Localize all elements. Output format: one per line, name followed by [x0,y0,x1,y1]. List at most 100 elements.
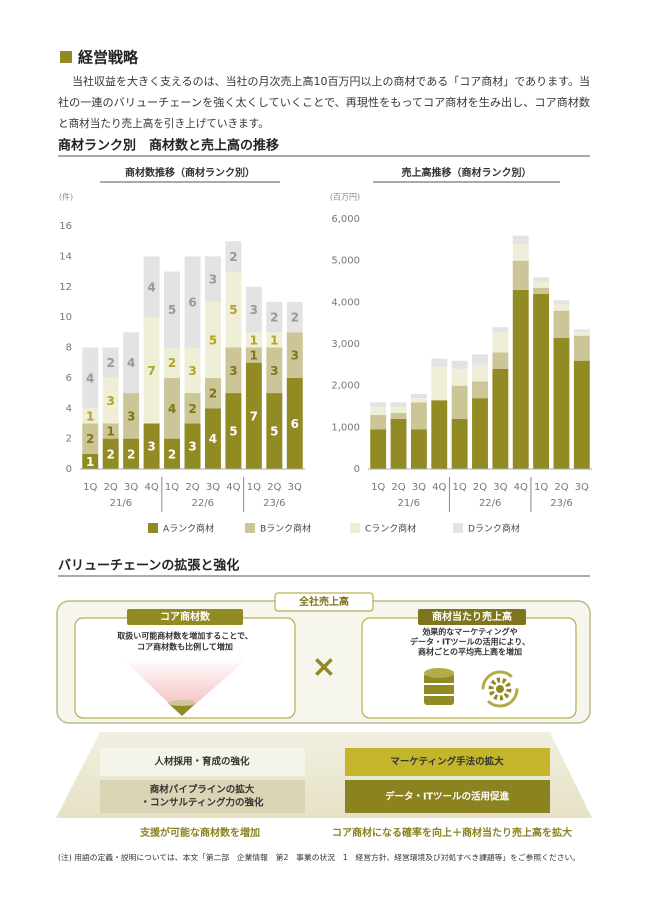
right-text: 効果的なマーケティングや [422,627,517,637]
bar-segment [286,377,303,469]
action-box [100,780,305,813]
action-box [345,748,550,776]
data-label: 6 [291,417,299,431]
section-title: 商材ランク別 商材数と売上高の推移 [58,138,279,154]
bar-segment [286,301,303,333]
bar-segment [533,294,550,469]
bar-segment [245,332,262,348]
bar-segment [143,256,160,318]
action-text: 商材パイプラインの拡大 [150,784,255,796]
x-tick-label: 4Q [144,482,158,493]
action-text: ・コンサルティング力の強化 [141,797,264,809]
bar-segment [266,301,283,333]
bar-segment [553,304,570,311]
x-tick-label: 3Q [124,482,138,493]
data-label: 5 [229,425,237,439]
data-label: 4 [147,280,155,294]
legend-label: Cランク商材 [365,523,416,535]
data-label: 5 [270,425,278,439]
bar-segment [553,310,570,338]
x-tick-label: 2Q [391,482,405,493]
gear-icon [481,670,519,708]
bar-segment [573,329,590,332]
data-label: 2 [209,387,217,401]
right-text: 商材ごとの平均売上高を増加 [418,647,522,657]
bar-segment [573,331,590,336]
data-label: 2 [127,447,135,461]
data-label: 3 [291,349,299,363]
y-tick-label: 0 [66,464,72,475]
y-tick-label: 16 [59,221,72,232]
bar-segment [431,366,448,401]
x-tick-label: 3Q [288,482,302,493]
data-label: 3 [188,440,196,454]
y-tick-label: 14 [59,251,72,262]
data-label: 5 [168,303,176,317]
data-label: 3 [209,273,217,287]
data-label: 1 [250,333,258,347]
funnel-tip [168,703,196,716]
action-text: マーケティング手法の拡大 [390,756,504,768]
data-label: 5 [229,303,237,317]
bar-segment [143,317,160,424]
total-tab [274,592,374,612]
bar-segment [225,347,242,394]
section-title: バリューチェーンの拡張と強化 [58,558,239,574]
bar-segment [410,429,427,469]
bar-segment [512,235,529,244]
bar-segment [451,369,468,386]
bar-segment [492,327,509,332]
left-text: コア商材数も比例して増加 [137,642,233,652]
bar-segment [164,347,181,378]
bar-segment [492,331,509,353]
bar-segment [472,381,488,399]
x-tick-label: 1Q [247,482,261,493]
x-group-label: 23/6 [550,498,572,509]
axis-unit: (件) [59,192,73,202]
bar-segment [164,271,181,348]
data-label: 7 [147,364,155,378]
legend-swatch [350,523,360,533]
bar-segment [410,398,427,403]
bar-segment [225,271,242,348]
data-label: 3 [229,364,237,378]
bar-segment [204,256,221,302]
bar-segment [82,423,99,454]
x-tick-label: 2Q [185,482,199,493]
y-tick-label: 3,000 [331,339,360,350]
data-label: 4 [168,402,176,416]
bar-segment [472,398,488,469]
x-tick-label: 3Q [575,482,589,493]
bar-segment [225,393,242,469]
legend-swatch [245,523,255,533]
bar-segment [82,347,99,409]
bar-segment [410,402,427,430]
bar-segment [553,300,570,305]
data-label: 4 [209,432,217,446]
y-tick-label: 4,000 [331,297,360,308]
data-label: 2 [107,447,115,461]
bar-segment [102,438,119,469]
bar-segment [431,400,448,469]
total-label: 全社売上高 [298,595,349,608]
bar-segment [370,402,387,407]
data-label: 3 [270,364,278,378]
data-label: 2 [107,356,115,370]
paragraph-line: と商材当たり売上高を引き上げていきます。 [58,117,269,130]
data-label: 4 [86,371,94,385]
bar-segment [245,286,262,333]
y-tick-label: 1,000 [331,422,360,433]
bar-segment [245,347,262,363]
bar-segment [451,385,468,419]
x-tick-label: 3Q [493,482,507,493]
bar-segment [492,352,509,369]
x-group-label: 22/6 [191,498,213,509]
data-label: 1 [250,349,258,363]
right-label: 商材当たり売上高 [432,610,512,623]
paragraph-line: 当社収益を大きく支えるのは、当社の月次売上高10百万円以上の商材である「コア商材… [72,75,590,88]
legend-swatch [453,523,463,533]
data-label: 6 [188,295,196,309]
bar-segment [204,408,221,469]
data-label: 7 [250,409,258,423]
data-label: 5 [209,333,217,347]
